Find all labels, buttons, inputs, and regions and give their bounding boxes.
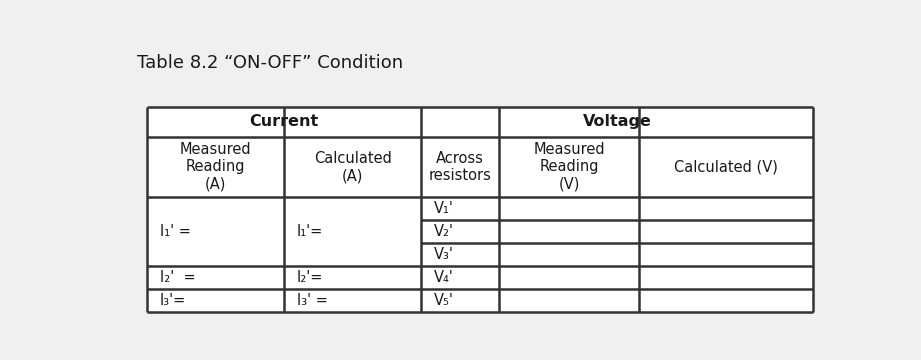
Text: V₅': V₅' [434,293,454,308]
Text: Current: Current [250,114,319,130]
Text: Calculated (V): Calculated (V) [674,159,778,174]
Bar [147,107,813,312]
Text: Measured
Reading
(A): Measured Reading (A) [180,142,251,192]
Text: V₂': V₂' [434,224,454,239]
Text: I₁' =: I₁' = [160,224,191,239]
Text: I₂'=: I₂'= [297,270,323,285]
Text: I₃'=: I₃'= [160,293,186,308]
Text: V₁': V₁' [434,201,454,216]
Text: I₁'=: I₁'= [297,224,323,239]
Text: I₃' =: I₃' = [297,293,328,308]
Text: V₄': V₄' [434,270,454,285]
Text: Voltage: Voltage [583,114,651,130]
Text: Table 8.2 “ON-OFF” Condition: Table 8.2 “ON-OFF” Condition [136,54,402,72]
Text: Calculated
(A): Calculated (A) [314,151,391,183]
Text: I₂'  =: I₂' = [160,270,196,285]
Text: Across
resistors: Across resistors [428,151,491,183]
Text: Measured
Reading
(V): Measured Reading (V) [533,142,605,192]
Text: V₃': V₃' [434,247,454,262]
